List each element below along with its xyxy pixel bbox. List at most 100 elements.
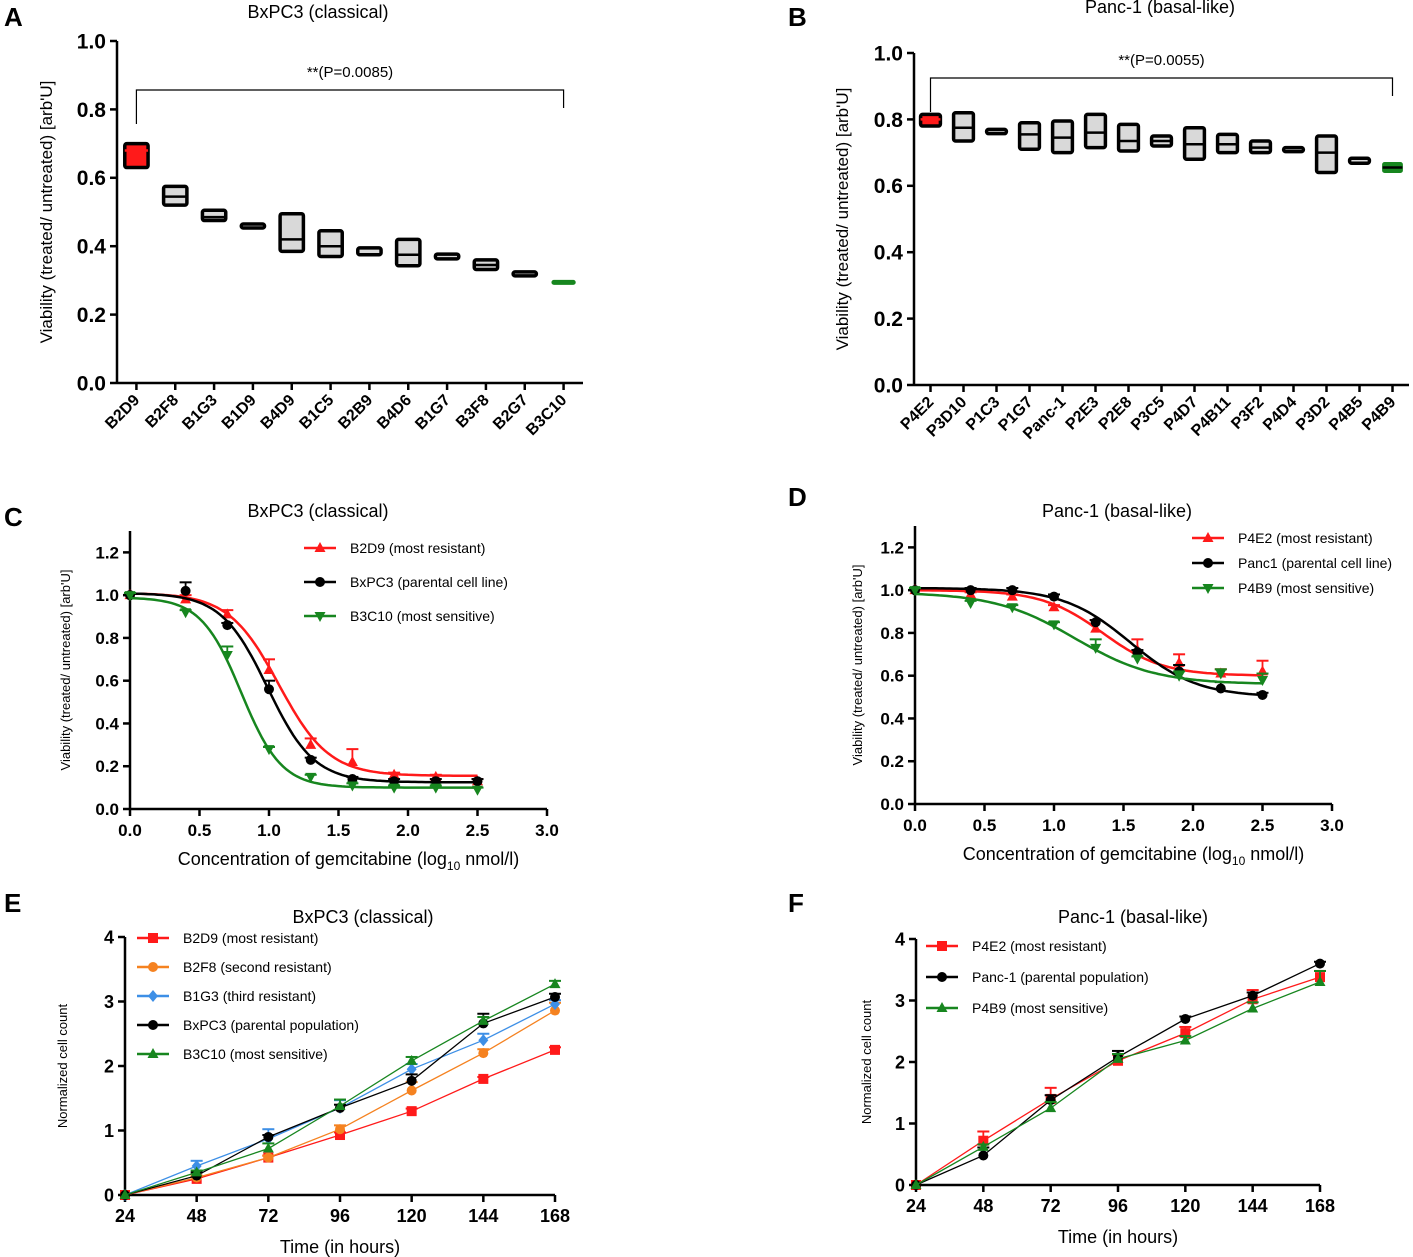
data-point xyxy=(305,754,316,765)
data-point xyxy=(477,1014,489,1025)
data-point xyxy=(1049,591,1059,602)
significance-label: **(P=0.0055) xyxy=(1118,52,1204,69)
data-point xyxy=(263,745,275,756)
fit-curve xyxy=(129,596,478,789)
x-tick-label: 0.5 xyxy=(973,816,997,835)
x-tick-label: 144 xyxy=(468,1206,498,1226)
data-point xyxy=(1090,643,1102,654)
y-tick-label: 1.0 xyxy=(874,42,903,65)
x-tick-label: B3C10 xyxy=(523,392,570,439)
data-point xyxy=(1090,622,1102,633)
data-point xyxy=(180,585,191,596)
x-tick-label: 96 xyxy=(330,1206,350,1226)
legend-label: BxPC3 (parental cell line) xyxy=(350,574,508,590)
chart-title: Panc-1 (basal-like) xyxy=(1058,907,1208,927)
box-b2d9 xyxy=(123,141,150,170)
x-tick-label: B2F8 xyxy=(142,392,182,432)
box-b1g3 xyxy=(200,208,228,223)
y-tick-label: 0.0 xyxy=(874,374,903,397)
x-tick-label: P3F2 xyxy=(1228,394,1267,433)
data-point xyxy=(1048,601,1060,612)
box-b4d9 xyxy=(278,211,306,254)
x-tick-label: 72 xyxy=(1041,1196,1061,1216)
data-point xyxy=(335,1124,345,1135)
x-tick-label: 96 xyxy=(1108,1196,1128,1216)
panel-b: B Panc-1 (basal-like) Viability (treated/ … xyxy=(788,0,1409,443)
x-tick-label: P3C5 xyxy=(1128,394,1168,434)
x-axis-label-main: Concentration of gemcitabine (log xyxy=(178,849,447,869)
series-0 xyxy=(120,1044,561,1200)
series-4 xyxy=(119,978,561,1199)
x-tick-label: B2B9 xyxy=(335,392,376,433)
x-tick-label: 1.5 xyxy=(1112,816,1136,835)
x-tick-label: B4D6 xyxy=(374,392,415,433)
x-tick-label: B2D9 xyxy=(102,392,143,433)
significance-bracket xyxy=(135,89,565,124)
legend-marker xyxy=(937,941,947,951)
data-point xyxy=(478,1034,489,1047)
legend-marker xyxy=(1202,584,1214,594)
legend-marker xyxy=(148,1020,158,1030)
data-point xyxy=(965,598,977,609)
x-tick-label: P4D4 xyxy=(1260,394,1300,434)
data-point xyxy=(978,1135,989,1146)
legend-marker xyxy=(148,962,158,972)
x-axis-label: Time (in hours) xyxy=(1058,1227,1178,1247)
data-point xyxy=(1179,1034,1191,1045)
x-tick-label: B1G3 xyxy=(179,392,221,434)
box-b1g7 xyxy=(433,252,461,261)
y-tick-label: 0.4 xyxy=(874,242,904,265)
box-p4d4 xyxy=(1281,145,1306,154)
series-1 xyxy=(911,958,1326,1190)
x-tick-label: 1.5 xyxy=(327,821,351,840)
y-tick-label: 0.4 xyxy=(77,236,107,259)
data-point xyxy=(1215,669,1227,680)
y-tick-label: 0.6 xyxy=(95,672,119,691)
legend-marker xyxy=(315,577,325,587)
chart-title: Panc-1 (basal-like) xyxy=(1085,0,1235,17)
data-point xyxy=(1045,1102,1057,1113)
data-point xyxy=(472,776,483,787)
legend-marker xyxy=(314,612,326,622)
panel-letter: E xyxy=(4,888,21,918)
data-point xyxy=(965,585,976,596)
panel-d: D Panc-1 (basal-like) Viability (treated/ … xyxy=(788,482,1392,868)
y-tick-label: 1.0 xyxy=(77,30,106,53)
y-tick-label: 0 xyxy=(895,1175,905,1195)
y-tick-label: 1.0 xyxy=(880,581,904,600)
x-tick-label: 48 xyxy=(187,1206,207,1226)
y-tick-label: 4 xyxy=(895,929,905,949)
y-tick-label: 2 xyxy=(104,1056,114,1076)
box-p1c3 xyxy=(984,127,1009,136)
x-tick-label: 24 xyxy=(115,1206,135,1226)
data-point xyxy=(335,1130,345,1141)
x-tick-label: 0.0 xyxy=(903,816,927,835)
x-tick-label: B1C5 xyxy=(296,392,337,433)
y-tick-label: 0.8 xyxy=(874,109,904,132)
legend-label: B2D9 (most resistant) xyxy=(350,540,485,556)
chart-title: Panc-1 (basal-like) xyxy=(1042,501,1192,521)
x-axis-label-sub: 10 xyxy=(447,859,461,873)
data-point xyxy=(124,591,136,602)
chart-title: BxPC3 (classical) xyxy=(247,501,388,521)
legend-label: B3C10 (most sensitive) xyxy=(350,608,495,624)
y-axis-label: Viability (treated/ untreated) [arb'U] xyxy=(850,565,865,766)
box-b3c10 xyxy=(551,279,576,285)
box-p1g7 xyxy=(1017,120,1042,152)
legend-marker xyxy=(937,972,947,982)
panel-a: A BxPC3 (classical) Viability (treated/ un… xyxy=(4,2,583,439)
panel-letter: C xyxy=(4,502,23,532)
y-tick-label: 3 xyxy=(895,991,905,1011)
data-point xyxy=(1173,671,1185,682)
x-tick-label: 168 xyxy=(540,1206,570,1226)
data-point xyxy=(1247,990,1258,1001)
legend-marker xyxy=(147,1048,159,1058)
box-p2e3 xyxy=(1083,112,1108,150)
x-tick-label: P3D2 xyxy=(1293,394,1333,434)
y-tick-label: 0.4 xyxy=(95,714,119,733)
data-point xyxy=(406,1075,417,1086)
y-tick-label: 0.0 xyxy=(95,800,119,819)
data-point xyxy=(1131,654,1143,665)
y-axis-label: Viability (treated/ untreated) [arb'U] xyxy=(37,81,56,344)
legend-label: Panc1 (parental cell line) xyxy=(1238,555,1392,571)
